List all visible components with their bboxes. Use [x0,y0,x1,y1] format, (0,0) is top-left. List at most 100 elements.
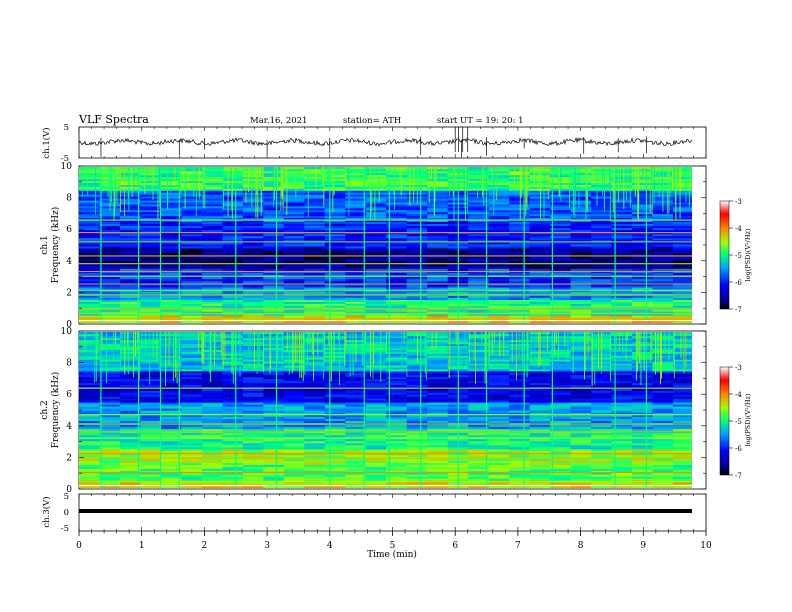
spec-band-cell [632,371,653,374]
spec-band-cell [386,343,408,346]
spec-band-cell [550,371,572,374]
spec-band-cell [570,412,592,415]
spec-band-cell [263,462,285,465]
spec-band-cell [386,478,408,481]
spec-band-cell [242,235,264,239]
spec-band-cell [242,365,264,368]
spec-band-cell [591,378,613,382]
spec-band-cell [120,237,141,241]
spec-band-cell [99,432,121,436]
spec-band-cell [468,176,490,180]
spec-band-cell [611,321,633,323]
spec-band-cell [181,172,203,176]
spec-band-cell [406,398,428,401]
spec-band-cell [99,303,121,306]
spec-band-cell [611,478,633,481]
spec-band-cell [365,365,387,368]
spec-band-cell [488,213,510,217]
spec-band-cell [160,458,182,462]
spec-band-cell [611,223,633,226]
spec-band-cell [550,404,572,407]
spec-band-cell [222,225,244,229]
spec-band-cell [283,406,305,409]
spec-band-cell [79,285,100,288]
spec-band-cell [283,466,305,469]
spec-band-cell [386,225,408,229]
spec-band-cell [673,198,692,201]
spec-band-cell [263,438,285,442]
spec-band-cell [570,454,592,458]
spec-band-cell [570,235,592,239]
spec-band-cell [120,374,141,378]
spec-band-cell [550,341,572,345]
spec-band-cell [242,215,264,219]
spec-band-cell [304,258,326,261]
spec-band-cell [222,196,244,199]
spec-band-cell [365,486,387,488]
spec-band-cell [529,412,551,415]
spec-band-cell [99,460,121,463]
spec-band-cell [263,478,285,481]
spec-band-cell [140,264,162,267]
spec-band-cell [570,462,592,465]
spec-band-cell [652,301,674,304]
ch1-ytick-top: 5 [64,123,69,133]
spec-band-cell [304,200,326,203]
spec-band-cell [140,256,162,259]
spec-band-cell [324,315,346,318]
spec-band-cell [427,454,449,458]
spec-band-cell [488,458,510,462]
spec-band-cell [632,174,653,178]
spec-band-cell [99,376,121,380]
spec-band-cell [468,442,490,446]
spec-band-cell [79,361,100,364]
spec-band-cell [652,462,674,465]
spec-band-cell [242,444,264,448]
spec-band-cell [509,188,531,191]
spec-band-cell [160,268,182,271]
spec-band-cell [529,416,551,419]
spec-band-cell [632,404,653,407]
spec-band-cell [488,382,510,385]
spec-band-cell [632,242,653,245]
spec-band-cell [99,390,121,393]
spec-band-cell [140,414,162,417]
spec-band-cell [160,357,182,360]
spec-band-cell [570,299,592,302]
spec-band-cell [488,454,510,458]
spec-band-cell [488,414,510,417]
spec-band-cell [386,462,408,465]
spec-band-cell [591,321,613,323]
spec-band-cell [140,339,162,343]
spec-band-cell [406,396,428,399]
spec-band-cell [673,374,692,378]
spec-band-cell [570,244,592,247]
spec-band-cell [345,472,367,475]
spec-band-cell [406,372,428,376]
spec-band-cell [365,233,387,237]
spec-band-cell [345,190,367,193]
spec-band-cell [79,442,100,446]
spec-band-cell [468,414,490,417]
spec-band-cell [632,369,653,372]
spec-band-cell [488,398,510,401]
spec-band-cell [673,311,692,314]
spec-band-cell [468,264,490,267]
spec-band-cell [611,204,633,207]
spec-band-cell [427,474,449,477]
spec-band-cell [345,211,367,215]
spec-band-cell [509,225,531,229]
spec-band-cell [140,211,162,215]
spec-band-cell [652,223,674,226]
spec-band-cell [632,355,653,358]
spec-band-cell [222,438,244,442]
spec-band-cell [160,460,182,463]
spec-band-cell [468,278,490,282]
spec-band-cell [79,390,100,393]
spec-band-cell [673,444,692,448]
spec-band-cell [386,227,408,231]
spec-band-cell [304,369,326,372]
spec-band-cell [263,219,285,222]
spec-band-cell [324,305,346,308]
spec-band-cell [283,198,305,201]
